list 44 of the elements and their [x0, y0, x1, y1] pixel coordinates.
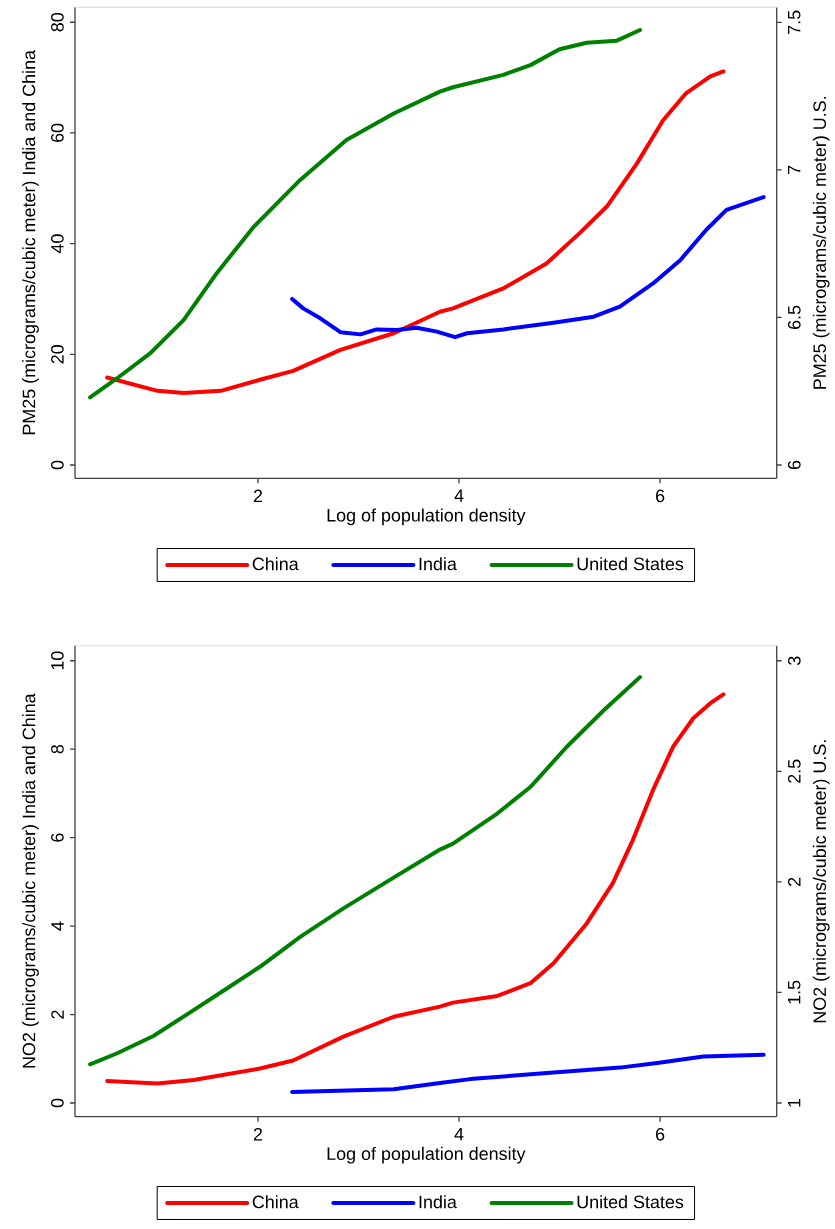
y-tick-label: 8 — [51, 744, 64, 754]
x-tick-label: 2 — [253, 1127, 263, 1141]
line-series — [88, 28, 642, 400]
legend-label: China — [252, 1195, 299, 1209]
y2-tick-label: 7 — [787, 165, 801, 174]
x-axis-title: Log of population density — [327, 1146, 526, 1164]
line-series — [290, 195, 766, 340]
x-tick-label: 4 — [454, 1127, 464, 1141]
legend-label: India — [419, 1195, 457, 1209]
y-tick-label: 60 — [51, 123, 64, 142]
y-axis-title: PM25 (micrograms/cubic meter) India and China — [22, 49, 39, 435]
legend-label: India — [419, 557, 457, 571]
y2-axis-title: NO2 (micrograms/cubic meter) U.S. — [812, 740, 830, 1023]
line-series — [105, 69, 726, 396]
y2-tick-label: 1.5 — [787, 980, 801, 1004]
line-series — [105, 692, 726, 1086]
x-tick-label: 4 — [454, 489, 464, 502]
y2-axis-title: PM25 (micrograms/cubic meter) U.S. — [812, 96, 830, 389]
legend-label: United States — [577, 557, 684, 571]
y2-tick-label: 6 — [787, 460, 801, 470]
x-tick-label: 6 — [656, 489, 665, 503]
y2-tick-label: 6.5 — [787, 305, 801, 329]
x-axis-title: Log of population density — [327, 508, 526, 526]
y-tick-label: 6 — [51, 833, 64, 842]
legend-label: United States — [577, 1195, 684, 1209]
y-tick-label: 4 — [51, 921, 64, 931]
y2-tick-label: 7.5 — [787, 10, 801, 34]
y2-tick-label: 3 — [787, 656, 801, 666]
y-tick-label: 2 — [51, 1010, 64, 1019]
y2-tick-label: 2 — [787, 877, 801, 886]
x-tick-label: 6 — [656, 1127, 665, 1141]
y-tick-label: 0 — [51, 1098, 64, 1108]
y-tick-label: 10 — [51, 651, 64, 670]
line-series — [88, 675, 642, 1067]
x-tick-label: 2 — [253, 489, 263, 503]
y-tick-label: 20 — [51, 345, 64, 364]
y-axis-title: NO2 (micrograms/cubic meter) India and China — [22, 693, 39, 1068]
y-tick-label: 0 — [51, 460, 64, 470]
y-tick-label: 40 — [51, 234, 64, 254]
y2-tick-label: 1 — [787, 1098, 801, 1107]
y2-tick-label: 2.5 — [787, 759, 801, 783]
y-tick-label: 80 — [51, 12, 64, 32]
legend-label: China — [252, 557, 299, 571]
line-series — [290, 1052, 766, 1094]
